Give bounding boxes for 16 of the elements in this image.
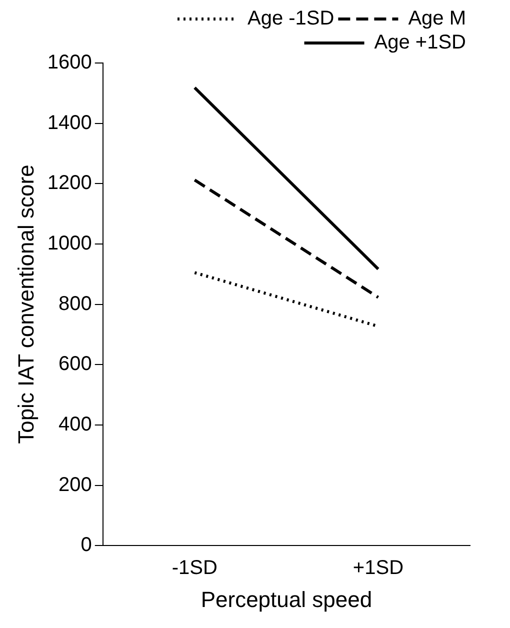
y-tick-label: 1200	[47, 172, 92, 194]
y-tick-label: 200	[58, 474, 92, 496]
y-tick-label: 1600	[47, 52, 92, 74]
x-tick-label: -1SD	[172, 557, 218, 580]
x-axis-title: Perceptual speed	[200, 586, 372, 612]
x-tick-label: +1SD	[352, 557, 404, 580]
y-tick-label: 0	[80, 534, 92, 556]
y-axis-title: Topic IAT conventional score	[13, 164, 38, 444]
y-tick-label: 600	[58, 353, 92, 376]
legend-label: Age -1SD	[247, 8, 334, 30]
legend-label: Age +1SD	[374, 32, 466, 54]
legend-label: Age M	[408, 8, 466, 30]
y-tick-label: 1400	[47, 112, 92, 134]
y-tick-label: 1000	[47, 232, 92, 254]
y-tick-label: 800	[58, 292, 92, 315]
y-tick-label: 400	[58, 413, 92, 436]
